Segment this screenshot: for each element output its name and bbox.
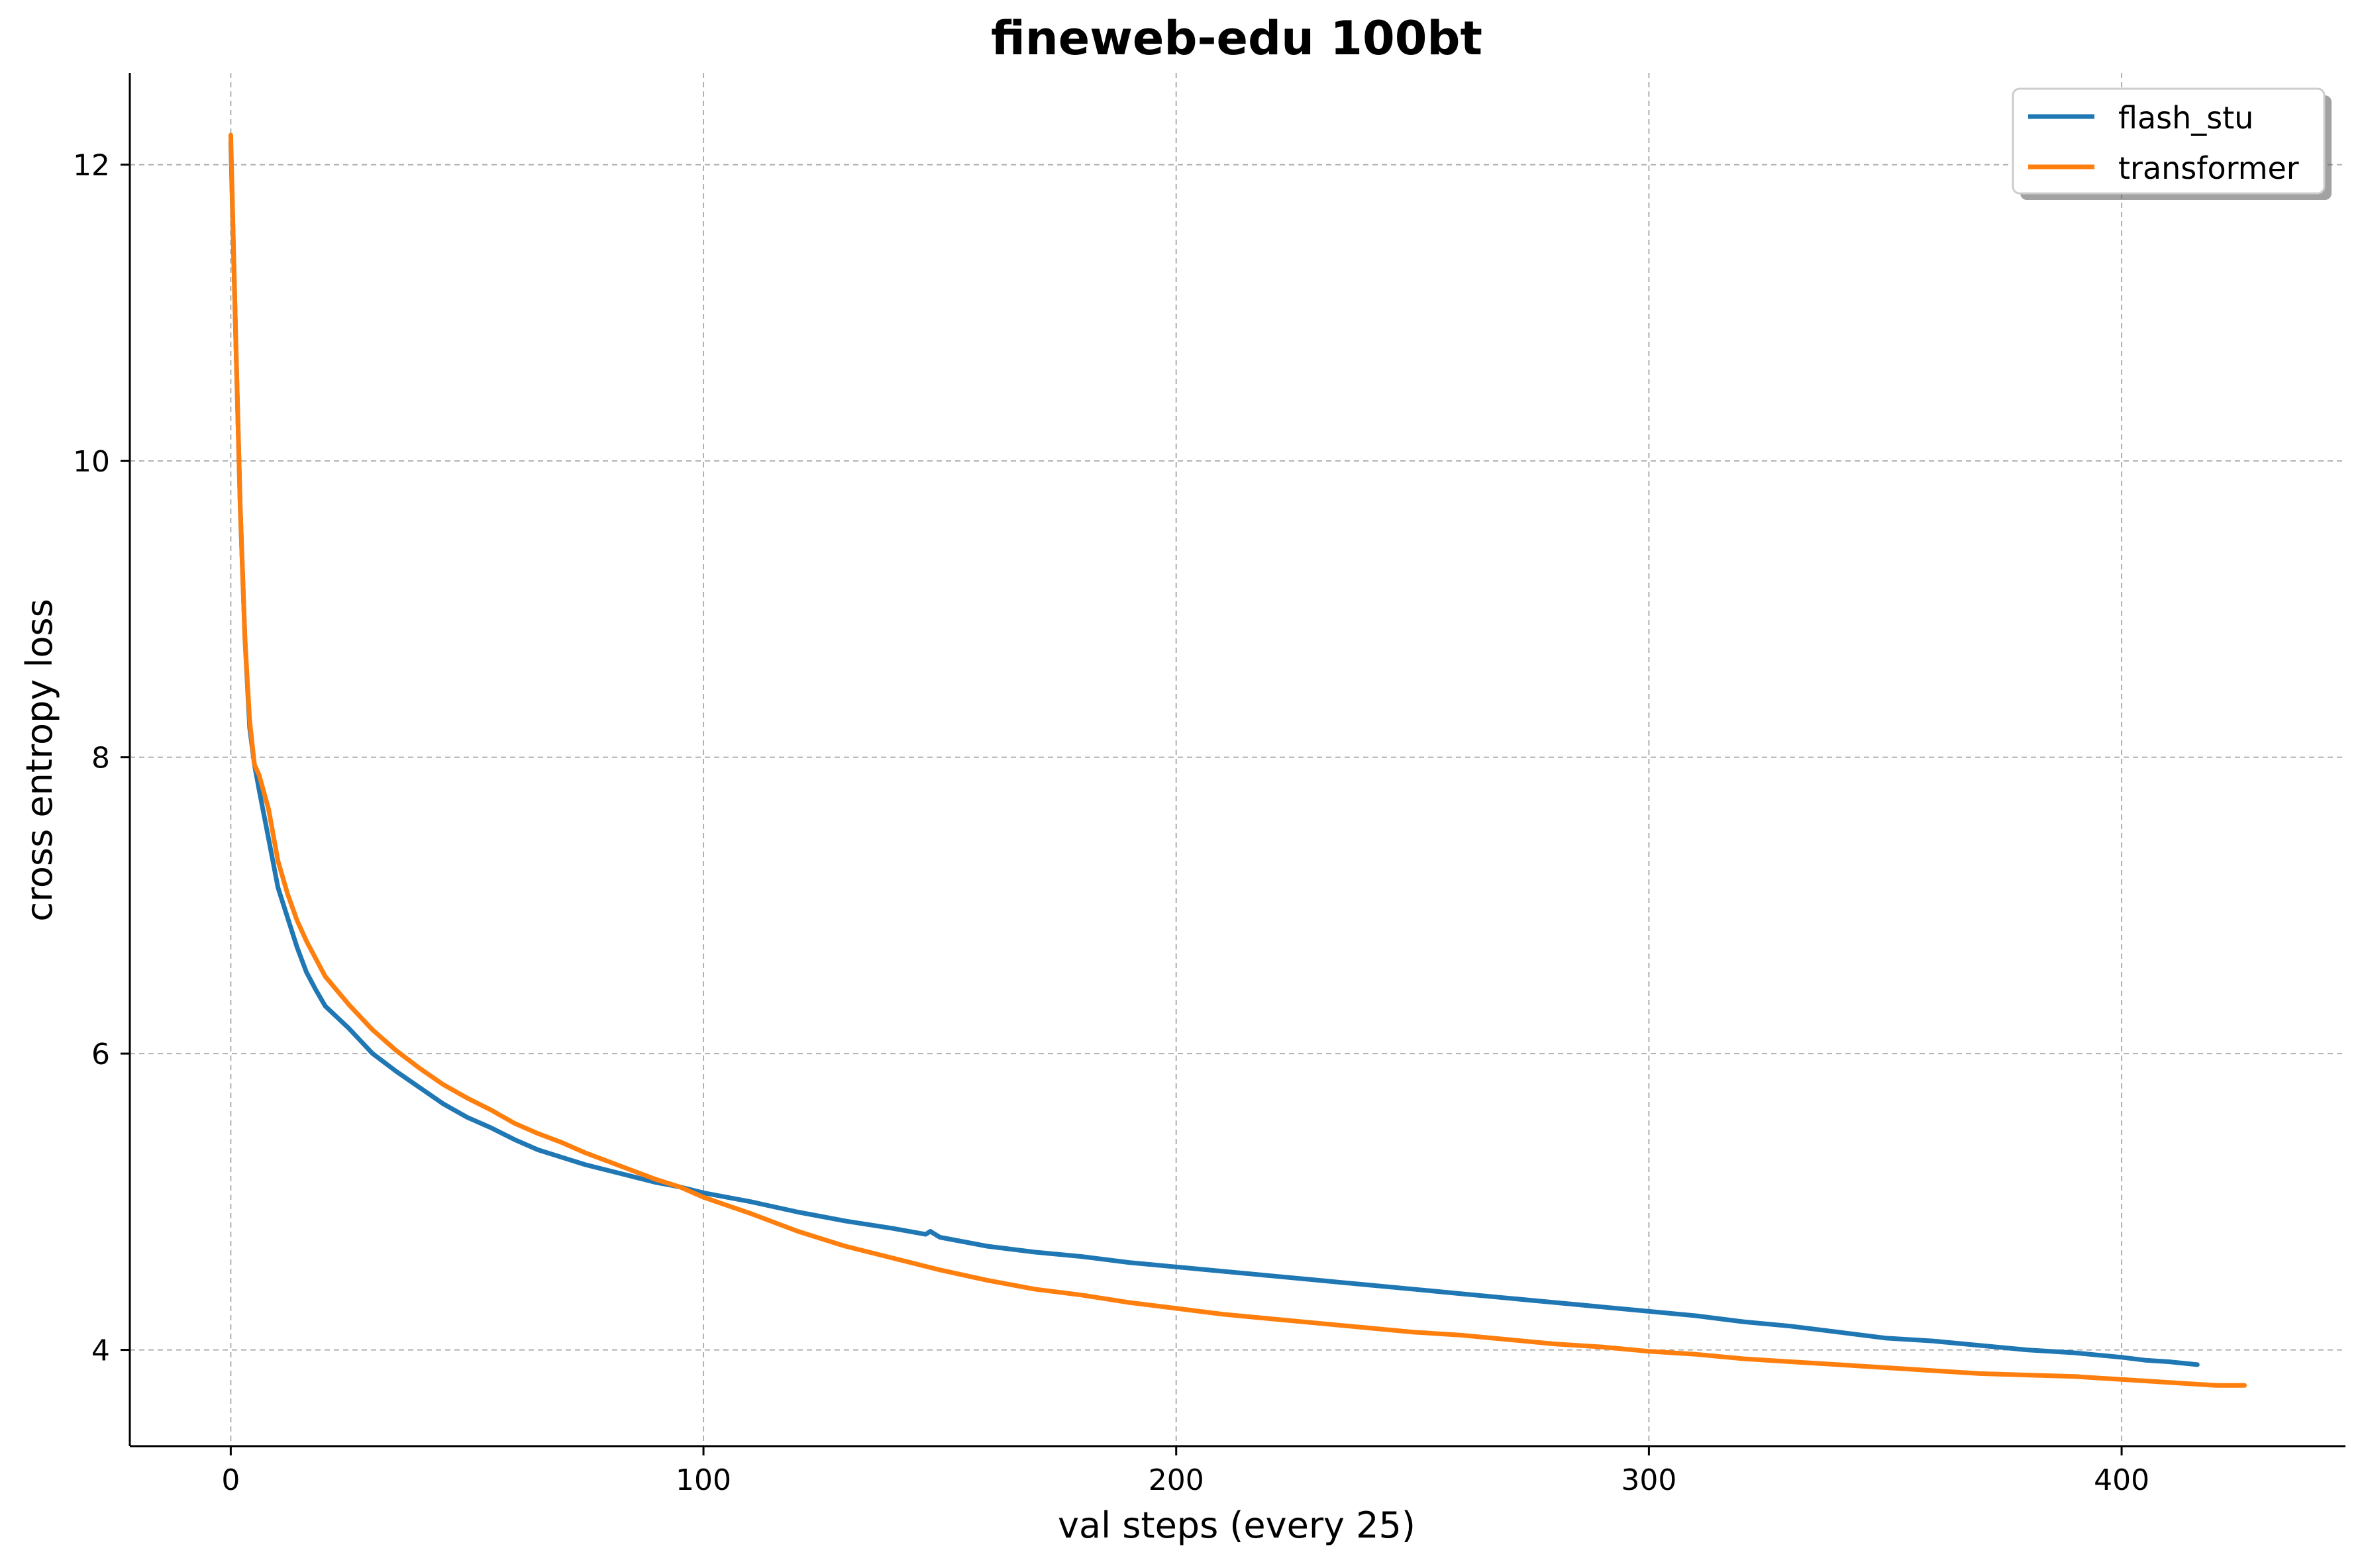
y-tick-label: 6 bbox=[91, 1038, 110, 1071]
x-tick-label: 400 bbox=[2094, 1463, 2149, 1497]
y-tick-label: 4 bbox=[91, 1334, 110, 1368]
legend-label-transformer: transformer bbox=[2118, 150, 2299, 186]
grid-lines bbox=[130, 73, 2345, 1446]
x-tick-label: 100 bbox=[676, 1463, 731, 1497]
series-lines bbox=[228, 132, 2247, 1388]
x-tick-label: 0 bbox=[221, 1463, 240, 1497]
tick-marks: 0 100 200 300 400 4 6 8 10 12 bbox=[73, 149, 2149, 1497]
x-tick-label: 300 bbox=[1621, 1463, 1676, 1497]
legend-label-flash-stu: flash_stu bbox=[2118, 100, 2253, 136]
y-tick-label: 12 bbox=[73, 149, 110, 183]
series-line-flash-stu bbox=[228, 140, 2200, 1367]
chart-title: fineweb-edu 100bt bbox=[991, 11, 1482, 66]
axes bbox=[128, 73, 2345, 1447]
x-axis-label: val steps (every 25) bbox=[1058, 1504, 1415, 1546]
y-tick-label: 10 bbox=[73, 445, 110, 479]
x-tick-label: 200 bbox=[1149, 1463, 1204, 1497]
legend: flash_stu transformer bbox=[2012, 87, 2332, 200]
y-tick-label: 8 bbox=[91, 742, 110, 775]
series-line-transformer bbox=[228, 132, 2247, 1388]
y-axis-label: cross entropy loss bbox=[19, 599, 60, 922]
